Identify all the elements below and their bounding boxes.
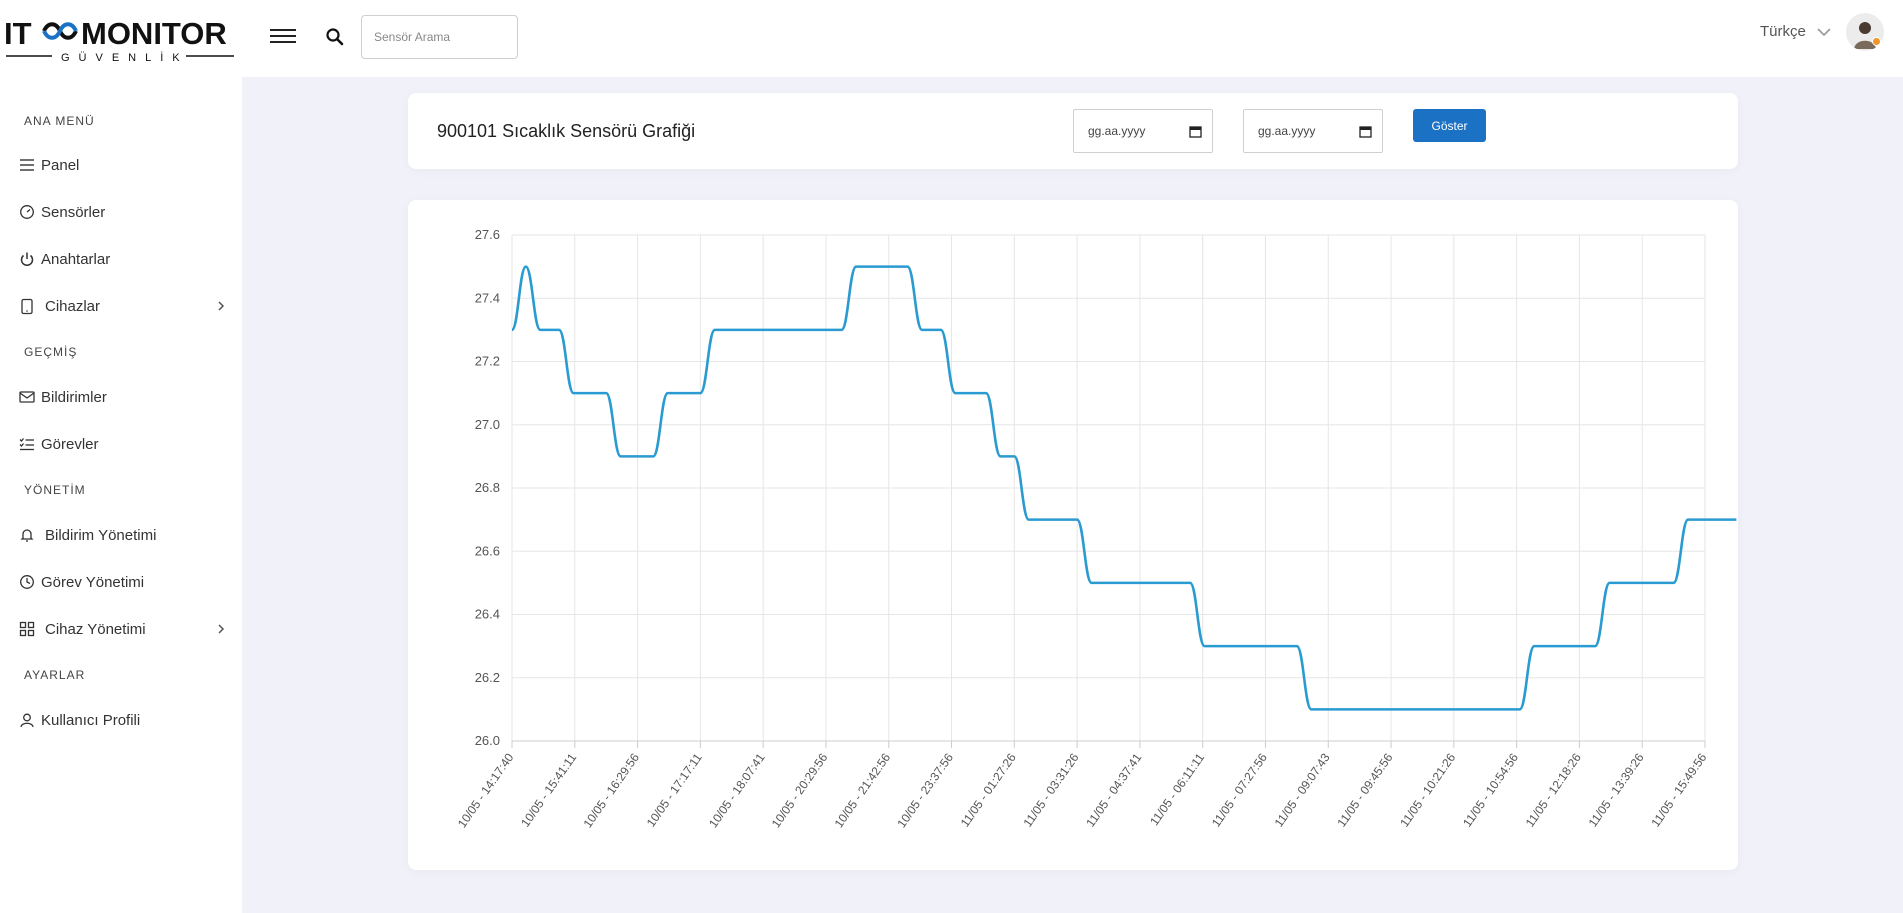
start-date-placeholder: gg.aa.yyyy [1088,124,1146,138]
sidebar: ANA MENÜ Panel Sensörler Anahtarlar Ciha… [0,77,242,913]
x-tick-label: 10/05 - 15:41:11 [518,750,579,829]
y-tick-label: 26.4 [475,607,500,622]
x-tick-label: 11/05 - 15:49:56 [1648,750,1709,829]
x-tick-label: 10/05 - 21:42:56 [832,750,894,830]
section-yonetim: YÖNETİM [24,483,86,497]
sidebar-item-label: Panel [41,156,80,174]
section-ayarlar: AYARLAR [24,668,86,682]
y-tick-label: 26.6 [475,543,500,558]
end-date-input[interactable]: gg.aa.yyyy [1243,109,1383,153]
language-label: Türkçe [1760,23,1806,40]
calendar-icon [1359,125,1372,138]
avatar-image [1854,22,1876,49]
x-tick-label: 11/05 - 06:11:11 [1147,750,1207,828]
sidebar-item-label: Bildirim Yönetimi [45,526,157,544]
svg-text:MONITOR: MONITOR [81,16,227,51]
temperature-line-chart: 26.0 26.2 26.4 26.6 26.8 27.0 27.2 27.4 27.6 10/0… [455,227,1737,830]
x-tick-label: 11/05 - 13:39:26 [1586,750,1647,829]
calendar-icon [1189,125,1202,138]
x-tick-label: 11/05 - 12:18:26 [1523,750,1584,829]
svg-text:IT: IT [4,16,32,51]
start-date-input[interactable]: gg.aa.yyyy [1073,109,1213,153]
y-tick-label: 26.8 [475,480,500,495]
status-dot [1872,37,1881,46]
sidebar-item-label: Kullanıcı Profili [41,711,141,729]
mail-icon [18,388,36,406]
checklist-icon [18,435,36,453]
sidebar-item-sensorler[interactable]: Sensörler [18,197,228,227]
menu-toggle-icon[interactable] [270,25,296,49]
sidebar-item-label: Cihazlar [45,297,101,315]
chevron-right-icon [218,624,225,634]
show-button[interactable]: Göster [1413,109,1486,142]
sidebar-item-label: Görev Yönetimi [41,573,145,591]
tablet-icon [18,297,36,315]
sidebar-item-bildirimler[interactable]: Bildirimler [18,382,228,412]
y-tick-label: 27.6 [475,227,500,242]
x-tick-label: 11/05 - 09:45:56 [1334,750,1395,829]
sidebar-item-label: Görevler [41,435,99,453]
x-tick-label: 10/05 - 18:07:41 [706,750,768,830]
x-tick-label: 10/05 - 16:29:56 [580,750,642,830]
y-tick-label: 27.4 [475,290,500,305]
sidebar-item-panel[interactable]: Panel [18,150,228,180]
search-icon[interactable] [324,26,346,48]
sidebar-item-bildirim-yonetimi[interactable]: Bildirim Yönetimi [18,520,228,550]
sensor-search-input[interactable] [361,15,518,59]
sidebar-item-label: Bildirimler [41,388,107,406]
x-tick-label: 11/05 - 10:21:26 [1397,750,1458,829]
top-bar: IT MONITOR GÜVENLİK Türkçe [0,0,1903,77]
grid-icon [18,620,36,638]
page-title: 900101 Sıcaklık Sensörü Grafiği [437,121,696,141]
sidebar-item-gorev-yonetimi[interactable]: Görev Yönetimi [18,567,228,597]
bell-icon [18,526,36,544]
y-tick-label: 27.0 [475,417,500,432]
sidebar-item-anahtarlar[interactable]: Anahtarlar [18,244,228,274]
y-tick-label: 27.2 [475,354,500,369]
sidebar-item-gorevler[interactable]: Görevler [18,429,228,459]
sidebar-item-kullanici-profili[interactable]: Kullanıcı Profili [18,705,228,735]
x-tick-label: 10/05 - 14:17:40 [455,750,517,830]
chevron-down-icon [1817,27,1831,36]
sidebar-item-label: Anahtarlar [41,250,111,268]
x-tick-label: 10/05 - 20:29:56 [769,750,831,830]
section-ana-menu: ANA MENÜ [24,114,95,128]
power-icon [18,250,36,268]
chart-header-card: 900101 Sıcaklık Sensörü Grafiği gg.aa.yy… [408,93,1738,169]
language-selector[interactable]: Türkçe [1760,23,1832,40]
temperature-series-line [510,265,1737,711]
it-monitor-logo[interactable]: IT MONITOR GÜVENLİK [4,14,239,64]
x-tick-label: 10/05 - 23:37:56 [894,750,956,830]
sidebar-item-cihaz-yonetimi[interactable]: Cihaz Yönetimi [18,614,228,644]
y-tick-label: 26.0 [475,733,500,748]
x-tick-label: 11/05 - 07:27:56 [1209,750,1270,829]
menu-lines-icon [18,156,36,174]
sidebar-item-label: Sensörler [41,203,106,221]
x-tick-label: 11/05 - 10:54:56 [1460,750,1521,829]
x-tick-label: 11/05 - 09:07:43 [1272,750,1333,829]
end-date-placeholder: gg.aa.yyyy [1258,124,1316,138]
chart-card: 26.0 26.2 26.4 26.6 26.8 27.0 27.2 27.4 27.6 10/0… [408,200,1738,870]
user-icon [18,711,36,729]
logo-subtitle: GÜVENLİK [61,51,189,64]
x-tick-label: 11/05 - 04:37:41 [1083,750,1144,829]
x-tick-label: 11/05 - 01:27:26 [958,750,1019,829]
clock-icon [18,573,36,591]
sidebar-item-cihazlar[interactable]: Cihazlar [18,291,228,321]
y-tick-label: 26.2 [475,670,500,685]
x-tick-label: 10/05 - 17:17:11 [644,750,705,829]
sidebar-item-label: Cihaz Yönetimi [45,620,146,638]
chevron-right-icon [218,301,225,311]
section-gecmis: GEÇMİŞ [24,345,78,359]
gauge-icon [18,203,36,221]
x-tick-label: 11/05 - 03:31:26 [1020,750,1081,829]
